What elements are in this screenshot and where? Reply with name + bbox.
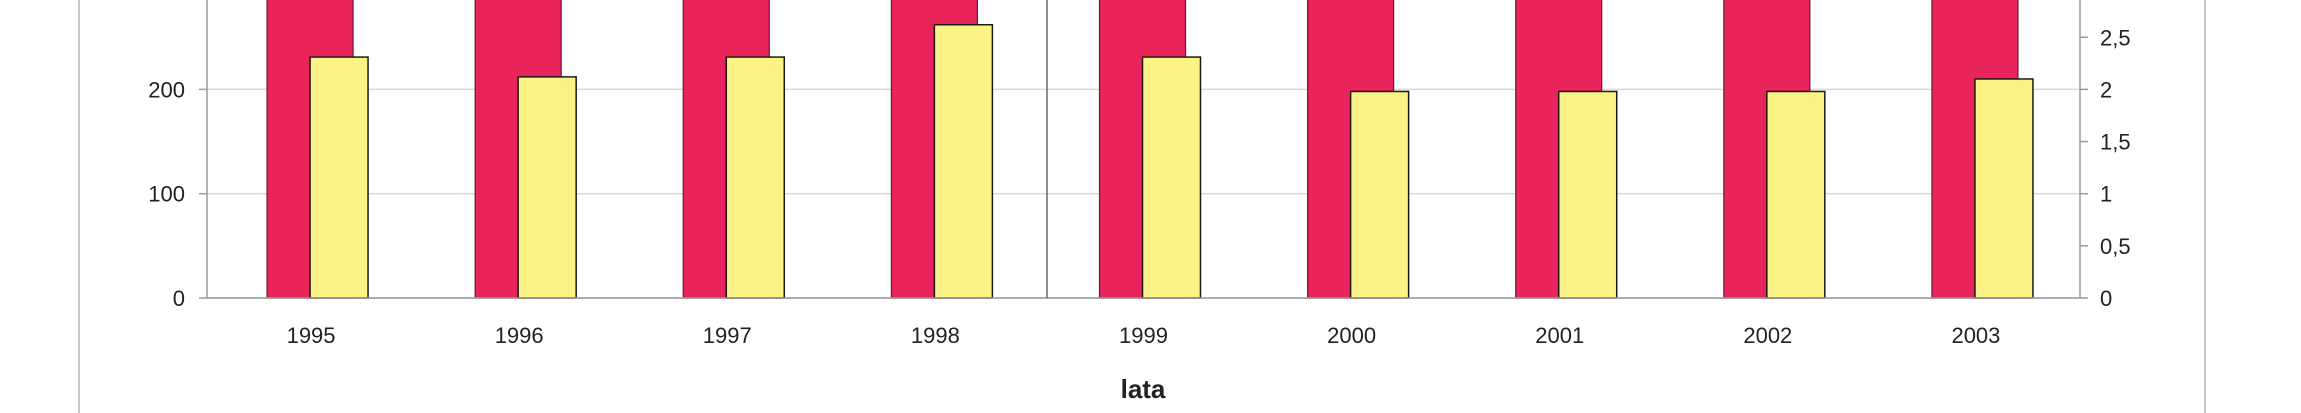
- bar-yellow-2001: [1557, 90, 1618, 299]
- right-tick-label-4: 2: [2100, 77, 2112, 102]
- x-tick-label-2000: 2000: [1327, 323, 1376, 348]
- axes: [206, 0, 2081, 299]
- right-tick-label-1: 0,5: [2100, 234, 2131, 259]
- left-tick-label-2: 200: [148, 77, 185, 102]
- bar-yellow-2003: [1974, 78, 2034, 299]
- bar-yellow-2002: [1766, 90, 1826, 299]
- bar-yellow-2000: [1349, 90, 1410, 299]
- x-tick-label-1999: 1999: [1119, 323, 1168, 348]
- x-tick-label-2001: 2001: [1535, 323, 1584, 348]
- bar-yellow-1999: [1141, 56, 1202, 299]
- x-tick-label-1998: 1998: [911, 323, 960, 348]
- right-axis-ticks: 0 0,5 1 1,5 2 2,5: [2080, 25, 2131, 311]
- bar-yellow-1996: [517, 76, 577, 299]
- bar-yellow-1998: [933, 23, 994, 299]
- bar-yellow-1995: [309, 56, 369, 299]
- left-axis-ticks: 0 100 200: [148, 77, 207, 311]
- right-tick-label-2: 1: [2100, 182, 2112, 207]
- x-tick-label-1997: 1997: [703, 323, 752, 348]
- x-axis-title: lata: [1121, 374, 1166, 404]
- right-tick-label-0: 0: [2100, 286, 2112, 311]
- x-axis-ticks: 1995 1996 1997 1998 1999 2000 2001 2002 2003: [287, 323, 2001, 348]
- x-tick-label-1996: 1996: [495, 323, 544, 348]
- bars: [266, 0, 2034, 299]
- left-tick-label-1: 100: [148, 182, 185, 207]
- right-tick-label-3: 1,5: [2100, 130, 2131, 155]
- right-tick-label-5: 2,5: [2100, 25, 2131, 50]
- bar-yellow-1997: [725, 56, 786, 299]
- left-tick-label-0: 0: [173, 286, 185, 311]
- x-tick-label-1995: 1995: [287, 323, 336, 348]
- x-tick-label-2003: 2003: [1951, 323, 2000, 348]
- x-tick-label-2002: 2002: [1743, 323, 1792, 348]
